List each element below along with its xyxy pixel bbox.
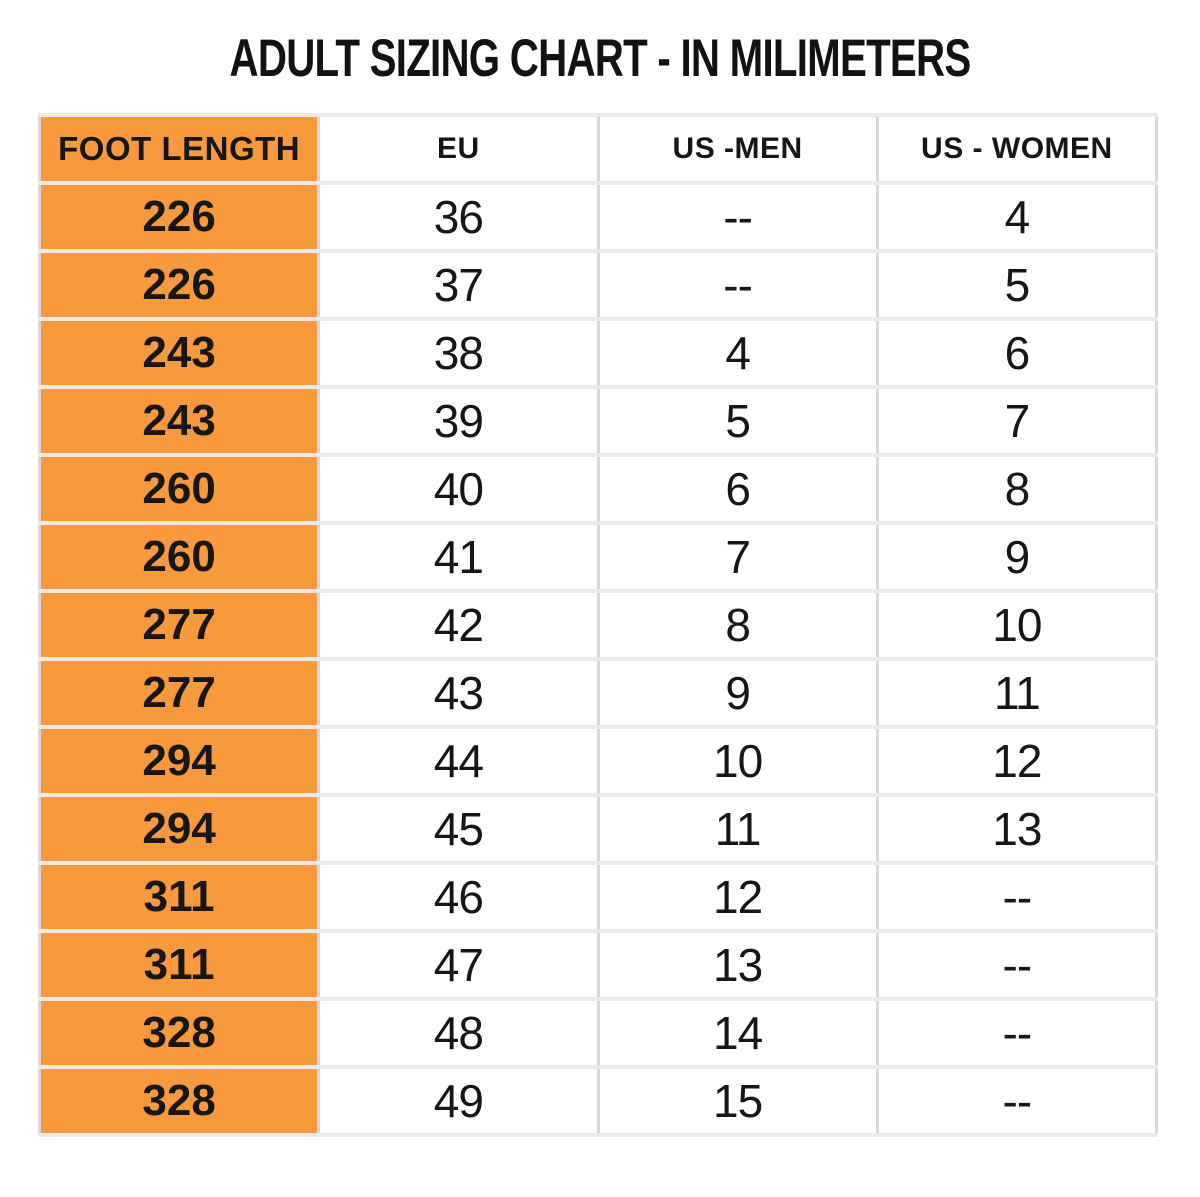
cell-us-men: 4 — [596, 317, 879, 389]
table-row: 294 44 10 12 — [37, 725, 1159, 797]
cell-us-men: 6 — [596, 453, 879, 525]
cell-us-men: -- — [596, 249, 879, 321]
cell-us-men: 9 — [596, 657, 879, 729]
cell-foot-length: 294 — [37, 793, 321, 865]
cell-eu: 41 — [317, 521, 600, 593]
table-row: 260 40 6 8 — [37, 453, 1159, 525]
table-row: 243 39 5 7 — [37, 385, 1159, 457]
cell-us-women: 13 — [875, 793, 1159, 865]
cell-us-women: -- — [875, 929, 1159, 1001]
cell-foot-length: 294 — [37, 725, 321, 797]
cell-us-men: 11 — [596, 793, 879, 865]
header-row: FOOT LENGTH EU US -MEN US - WOMEN — [37, 113, 1159, 185]
table-row: 243 38 4 6 — [37, 317, 1159, 389]
page-title: ADULT SIZING CHART - IN MILIMETERS — [229, 29, 972, 88]
cell-us-women: 10 — [875, 589, 1159, 661]
header-eu: EU — [317, 113, 600, 185]
cell-us-women: 4 — [875, 181, 1159, 253]
table-row: 260 41 7 9 — [37, 521, 1159, 593]
cell-foot-length: 311 — [37, 861, 321, 933]
cell-us-women: -- — [875, 1065, 1159, 1137]
table-row: 226 37 -- 5 — [37, 249, 1159, 321]
cell-us-women: 6 — [875, 317, 1159, 389]
cell-foot-length: 226 — [37, 249, 321, 321]
cell-us-women: 7 — [875, 385, 1159, 457]
cell-eu: 46 — [317, 861, 600, 933]
cell-foot-length: 260 — [37, 521, 321, 593]
cell-us-men: 7 — [596, 521, 879, 593]
cell-foot-length: 243 — [37, 385, 321, 457]
table-row: 328 49 15 -- — [37, 1065, 1159, 1137]
cell-foot-length: 277 — [37, 657, 321, 729]
cell-us-women: -- — [875, 997, 1159, 1069]
cell-us-men: -- — [596, 181, 879, 253]
cell-eu: 44 — [317, 725, 600, 797]
table-body: 226 36 -- 4 226 37 -- 5 243 38 4 6 243 39 5 7 260 40 6 8 260… — [37, 181, 1159, 1137]
table-row: 328 48 14 -- — [37, 997, 1159, 1069]
header-us-women: US - WOMEN — [875, 113, 1159, 185]
header-foot-length: FOOT LENGTH — [37, 113, 321, 185]
cell-eu: 45 — [317, 793, 600, 865]
table-row: 311 47 13 -- — [37, 929, 1159, 1001]
table-row: 226 36 -- 4 — [37, 181, 1159, 253]
table-row: 311 46 12 -- — [37, 861, 1159, 933]
cell-us-women: -- — [875, 861, 1159, 933]
cell-foot-length: 226 — [37, 181, 321, 253]
cell-us-women: 12 — [875, 725, 1159, 797]
cell-eu: 37 — [317, 249, 600, 321]
cell-foot-length: 277 — [37, 589, 321, 661]
cell-foot-length: 328 — [37, 1065, 321, 1137]
table-row: 277 42 8 10 — [37, 589, 1159, 661]
cell-us-men: 8 — [596, 589, 879, 661]
cell-us-men: 5 — [596, 385, 879, 457]
cell-us-men: 10 — [596, 725, 879, 797]
cell-us-women: 9 — [875, 521, 1159, 593]
sizing-table: FOOT LENGTH EU US -MEN US - WOMEN 226 36 -- 4 2… — [37, 113, 1159, 1137]
cell-eu: 39 — [317, 385, 600, 457]
cell-us-women: 5 — [875, 249, 1159, 321]
cell-eu: 48 — [317, 997, 600, 1069]
cell-us-men: 12 — [596, 861, 879, 933]
cell-foot-length: 243 — [37, 317, 321, 389]
cell-foot-length: 328 — [37, 997, 321, 1069]
cell-eu: 42 — [317, 589, 600, 661]
cell-eu: 43 — [317, 657, 600, 729]
cell-eu: 40 — [317, 453, 600, 525]
cell-us-women: 11 — [875, 657, 1159, 729]
cell-foot-length: 311 — [37, 929, 321, 1001]
cell-eu: 47 — [317, 929, 600, 1001]
table-row: 294 45 11 13 — [37, 793, 1159, 865]
cell-foot-length: 260 — [37, 453, 321, 525]
cell-eu: 38 — [317, 317, 600, 389]
cell-eu: 36 — [317, 181, 600, 253]
cell-us-men: 13 — [596, 929, 879, 1001]
cell-eu: 49 — [317, 1065, 600, 1137]
table-header: FOOT LENGTH EU US -MEN US - WOMEN — [37, 113, 1159, 185]
cell-us-women: 8 — [875, 453, 1159, 525]
header-us-men: US -MEN — [596, 113, 879, 185]
cell-us-men: 15 — [596, 1065, 879, 1137]
table-row: 277 43 9 11 — [37, 657, 1159, 729]
cell-us-men: 14 — [596, 997, 879, 1069]
